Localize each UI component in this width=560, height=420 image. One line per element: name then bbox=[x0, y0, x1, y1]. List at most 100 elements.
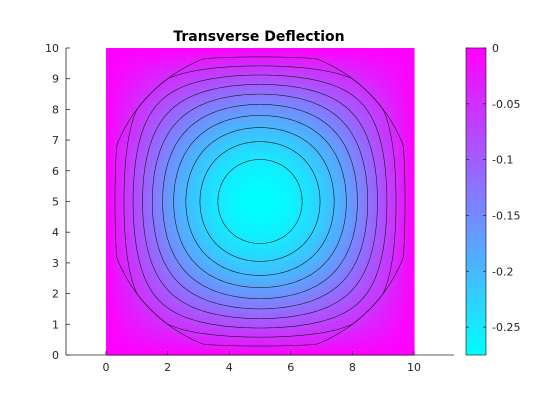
heatmap-cell bbox=[144, 74, 149, 80]
heatmap-cell bbox=[136, 170, 142, 176]
heatmap-cell bbox=[306, 266, 311, 272]
heatmap-cell bbox=[194, 312, 200, 318]
heatmap-cell bbox=[209, 282, 215, 287]
heatmap-cell bbox=[156, 166, 161, 172]
heatmap-cell bbox=[260, 331, 265, 337]
heatmap-cell bbox=[190, 78, 196, 84]
heatmap-cell bbox=[229, 170, 234, 176]
heatmap-cell bbox=[167, 232, 173, 237]
heatmap-cell bbox=[275, 128, 280, 134]
heatmap-cell bbox=[302, 132, 307, 137]
heatmap-cell bbox=[186, 228, 192, 233]
heatmap-cell bbox=[209, 97, 215, 103]
heatmap-cell bbox=[121, 247, 126, 252]
heatmap-cell bbox=[329, 351, 334, 356]
heatmap-cell bbox=[209, 305, 215, 310]
heatmap-cell bbox=[336, 232, 342, 237]
heatmap-cell bbox=[163, 339, 169, 345]
heatmap-cell bbox=[275, 86, 280, 91]
heatmap-cell bbox=[260, 178, 265, 183]
heatmap-cell bbox=[136, 132, 142, 137]
heatmap-cell bbox=[132, 136, 138, 141]
heatmap-cell bbox=[190, 186, 196, 191]
heatmap-cell bbox=[175, 186, 180, 191]
heatmap-cell bbox=[202, 220, 207, 226]
heatmap-cell bbox=[275, 143, 280, 149]
heatmap-cell bbox=[206, 224, 211, 229]
heatmap-cell bbox=[106, 90, 111, 95]
heatmap-cell bbox=[106, 186, 111, 191]
heatmap-cell bbox=[121, 82, 126, 87]
heatmap-cell bbox=[313, 59, 319, 64]
heatmap-cell bbox=[175, 136, 180, 141]
heatmap-cell bbox=[271, 232, 276, 237]
heatmap-cell bbox=[183, 189, 188, 195]
heatmap-cell bbox=[179, 82, 184, 87]
heatmap-cell bbox=[213, 82, 219, 87]
heatmap-cell bbox=[248, 163, 253, 168]
heatmap-cell bbox=[325, 320, 330, 325]
heatmap-cell bbox=[275, 270, 280, 276]
heatmap-cell bbox=[263, 301, 269, 306]
heatmap-cell bbox=[186, 289, 192, 295]
heatmap-cell bbox=[179, 282, 184, 287]
heatmap-cell bbox=[225, 278, 230, 283]
heatmap-cell bbox=[340, 201, 346, 206]
heatmap-cell bbox=[159, 51, 165, 57]
heatmap-cell bbox=[275, 155, 280, 160]
heatmap-cell bbox=[152, 132, 157, 137]
heatmap-cell bbox=[240, 331, 246, 337]
heatmap-cell bbox=[221, 128, 226, 134]
heatmap-cell bbox=[106, 170, 111, 176]
heatmap-cell bbox=[248, 285, 253, 291]
heatmap-cell bbox=[340, 324, 346, 329]
heatmap-cell bbox=[263, 262, 269, 268]
heatmap-cell bbox=[217, 201, 223, 206]
heatmap-cell bbox=[252, 94, 257, 99]
heatmap-cell bbox=[340, 209, 346, 214]
heatmap-cell bbox=[290, 274, 296, 279]
heatmap-cell bbox=[260, 82, 265, 87]
heatmap-cell bbox=[144, 247, 149, 252]
heatmap-cell bbox=[132, 209, 138, 214]
heatmap-cell bbox=[121, 166, 126, 172]
heatmap-cell bbox=[117, 51, 123, 57]
heatmap-cell bbox=[313, 193, 319, 199]
heatmap-cell bbox=[233, 71, 238, 76]
heatmap-cell bbox=[256, 335, 261, 341]
heatmap-cell bbox=[313, 301, 319, 306]
heatmap-cell bbox=[167, 189, 173, 195]
heatmap-cell bbox=[286, 316, 292, 322]
heatmap-cell bbox=[279, 140, 284, 145]
heatmap-cell bbox=[325, 255, 330, 260]
heatmap-cell bbox=[175, 109, 180, 114]
heatmap-cell bbox=[271, 331, 276, 337]
heatmap-cell bbox=[209, 166, 215, 172]
heatmap-cell bbox=[263, 124, 269, 130]
heatmap-cell bbox=[240, 74, 246, 80]
heatmap-cell bbox=[260, 270, 265, 276]
heatmap-cell bbox=[286, 224, 292, 229]
heatmap-cell bbox=[194, 232, 200, 237]
heatmap-cell bbox=[260, 51, 265, 57]
heatmap-cell bbox=[275, 186, 280, 191]
heatmap-cell bbox=[336, 97, 342, 103]
heatmap-cell bbox=[286, 255, 292, 260]
heatmap-cell bbox=[271, 301, 276, 306]
heatmap-cell bbox=[198, 259, 203, 264]
heatmap-cell bbox=[163, 282, 169, 287]
heatmap-cell bbox=[310, 193, 315, 199]
heatmap-cell bbox=[229, 312, 234, 318]
heatmap-cell bbox=[183, 343, 188, 348]
heatmap-cell bbox=[167, 59, 173, 64]
heatmap-cell bbox=[152, 316, 157, 322]
heatmap-cell bbox=[217, 174, 223, 180]
heatmap-cell bbox=[240, 124, 246, 130]
heatmap-cell bbox=[329, 308, 334, 314]
heatmap-cell bbox=[209, 78, 215, 84]
heatmap-cell bbox=[260, 205, 265, 210]
heatmap-cell bbox=[121, 305, 126, 310]
heatmap-cell bbox=[325, 305, 330, 310]
heatmap-cell bbox=[159, 48, 165, 53]
heatmap-cell bbox=[233, 82, 238, 87]
